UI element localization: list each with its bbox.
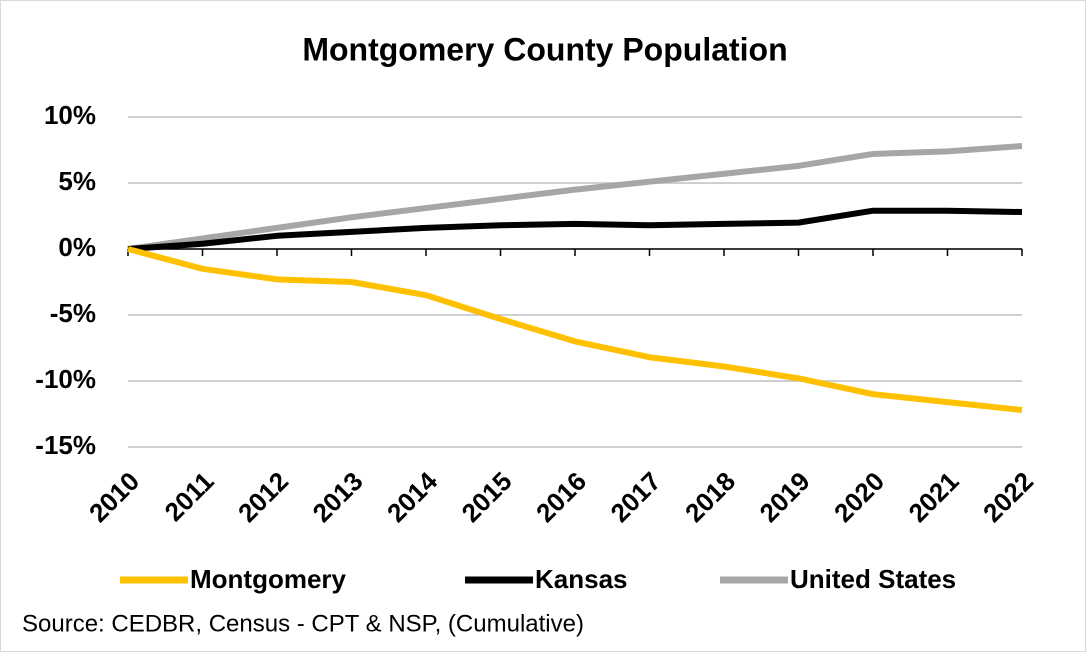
legend-label: United States xyxy=(790,564,956,594)
y-tick-label: -15% xyxy=(35,430,96,460)
legend-label: Montgomery xyxy=(190,564,347,594)
series-line xyxy=(127,246,1023,414)
y-tick-label: 0% xyxy=(58,232,96,262)
series-line xyxy=(127,143,1023,252)
y-tick-label: 5% xyxy=(58,166,96,196)
y-tick-label: -10% xyxy=(35,364,96,394)
source-note: Source: CEDBR, Census - CPT & NSP, (Cumu… xyxy=(22,610,584,637)
y-tick-label: -5% xyxy=(50,298,96,328)
chart-title: Montgomery County Population xyxy=(302,31,787,67)
series-line xyxy=(127,207,1023,252)
y-tick-label: 10% xyxy=(44,100,96,130)
legend-label: Kansas xyxy=(535,564,628,594)
